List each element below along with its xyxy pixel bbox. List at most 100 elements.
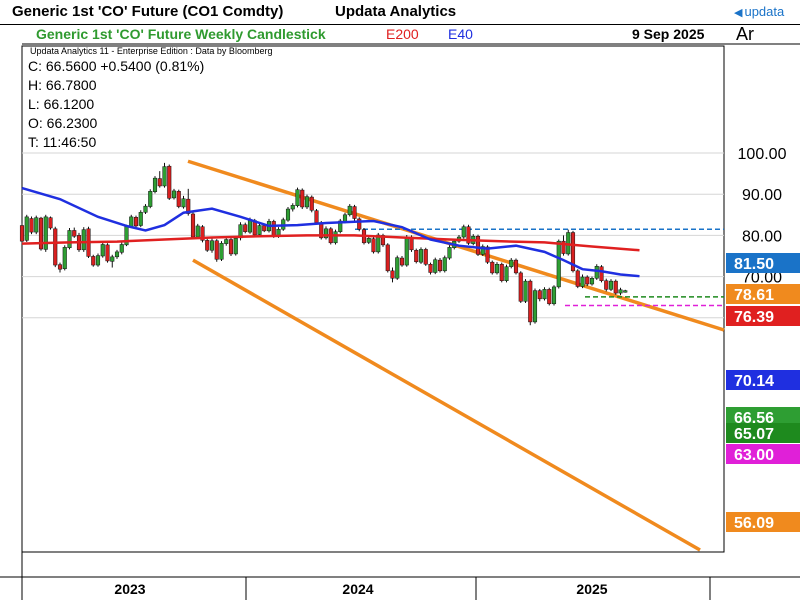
candle-body [490, 261, 495, 274]
candle-body [580, 276, 585, 287]
candle-body [376, 234, 381, 253]
e40-line [21, 186, 640, 278]
price-label-box [726, 253, 800, 273]
candle-body [119, 244, 124, 253]
candle-body [433, 259, 438, 273]
candle-body [556, 240, 561, 288]
candle-body [181, 198, 186, 208]
channel-lower-line [192, 258, 701, 552]
candle-body [623, 290, 628, 293]
candle-body [395, 257, 400, 279]
candle-body [233, 238, 238, 255]
candle-body [371, 238, 376, 253]
price-label-text: 81.50 [734, 256, 774, 273]
price-label-box [726, 444, 800, 464]
candle-body [152, 177, 158, 192]
price-label-box [726, 512, 800, 532]
price-label-box [726, 284, 800, 304]
chart-date: 9 Sep 2025 [632, 26, 705, 42]
candle-body [594, 266, 599, 279]
y-tick-label: 90.00 [742, 187, 782, 204]
candle-body [295, 189, 300, 206]
candle-body [494, 263, 500, 274]
candle-body [570, 232, 576, 272]
ohlc-open: O: 66.2300 [28, 115, 98, 131]
candle-body [219, 242, 224, 260]
candle-body [271, 221, 276, 237]
candle-body [399, 257, 405, 266]
candle-body [585, 276, 590, 285]
price-label-box [726, 407, 800, 427]
candle-body [309, 196, 314, 211]
candle-body [423, 249, 428, 265]
price-label-box [726, 423, 800, 443]
candle-body [589, 277, 595, 285]
candle-body [95, 255, 101, 266]
candle-body [466, 226, 471, 244]
updata-logo: ◀ updata [734, 4, 784, 19]
candle-body [157, 178, 162, 187]
candle-body [190, 213, 196, 238]
candle-body [333, 231, 338, 244]
candle-body [447, 247, 452, 259]
candle-body [167, 165, 172, 199]
candle-body [485, 246, 490, 263]
candle-body [62, 247, 67, 270]
candle-body [404, 236, 409, 266]
candle-body [53, 228, 58, 266]
instrument-title: Generic 1st 'CO' Future (CO1 Comdty) [12, 3, 284, 20]
e40-legend: E40 [448, 26, 473, 42]
candle-body [285, 208, 291, 221]
candle-body [608, 280, 614, 290]
candle-body [461, 226, 466, 238]
candle-body [428, 263, 433, 273]
candle-body [91, 256, 96, 266]
price-label-text: 63.00 [734, 447, 774, 464]
candle-body [475, 235, 481, 255]
ohlc-time: T: 11:46:50 [28, 134, 97, 150]
title-bar: Generic 1st 'CO' Future (CO1 Comdty) Upd… [0, 0, 800, 25]
candle-body [390, 270, 395, 279]
candle-body [209, 240, 215, 251]
plot-frame [21, 45, 725, 553]
candle-body [129, 216, 134, 227]
e200-line [21, 234, 640, 252]
candle-body [509, 259, 514, 267]
price-label-text: 56.09 [734, 515, 774, 532]
candle-body [304, 196, 310, 208]
candle-body [561, 240, 566, 254]
candle-body [537, 290, 542, 300]
candle-body [437, 259, 443, 272]
price-label-text: 76.39 [734, 309, 774, 326]
candle-body [100, 244, 105, 257]
candle-body [528, 280, 533, 323]
ohlc-low: L: 66.1200 [28, 96, 95, 112]
candle-body [532, 290, 538, 323]
candle-body [442, 257, 447, 272]
price-label-box [726, 306, 800, 326]
candle-body [138, 212, 143, 226]
candle-body [542, 289, 547, 300]
candle-body [323, 228, 329, 239]
candle-body [24, 216, 29, 241]
candle-body [347, 205, 352, 216]
candle-body [200, 226, 205, 241]
candle-body [618, 289, 623, 294]
ohlc-high: H: 66.7800 [28, 77, 97, 93]
candle-body [67, 230, 72, 249]
ohlc-close: C: 66.5600 +0.5400 (0.81%) [28, 58, 205, 74]
candle-body [224, 239, 229, 244]
candle-body [604, 280, 609, 290]
chart-header: Generic 1st 'CO' Future Weekly Candlesti… [22, 25, 722, 45]
vendor-title: Updata Analytics [335, 3, 457, 20]
candle-body [385, 244, 390, 272]
logo-text: updata [744, 4, 785, 19]
chart-title: Generic 1st 'CO' Future Weekly Candlesti… [36, 26, 326, 42]
price-label-text: 78.61 [734, 287, 774, 304]
candle-body [228, 239, 234, 255]
candle-body [518, 272, 523, 302]
candle-body [162, 166, 167, 187]
candle-body [551, 286, 557, 305]
candle-body [418, 249, 424, 263]
